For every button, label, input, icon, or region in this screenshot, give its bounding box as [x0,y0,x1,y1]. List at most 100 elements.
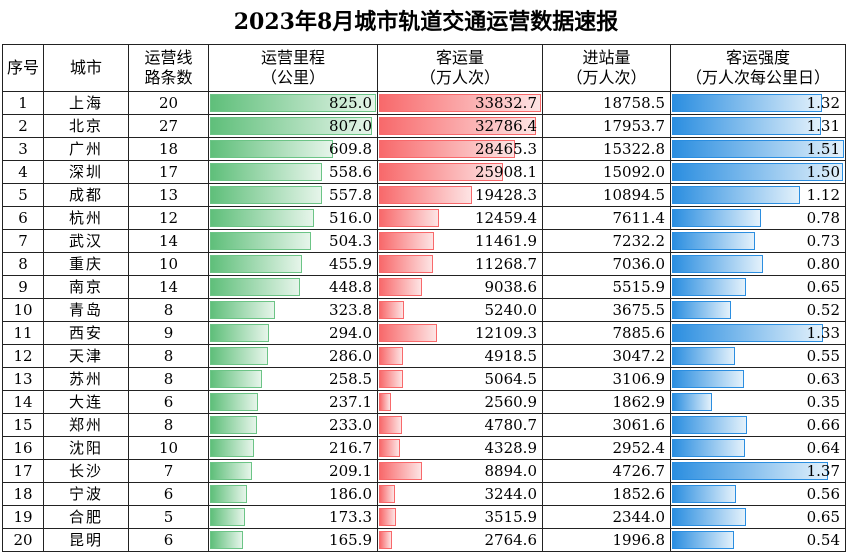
passengers-bar [379,140,516,158]
cell-lines: 12 [128,206,209,230]
intensity-value: 0.65 [806,508,840,526]
passengers-bar [379,462,422,480]
cell-intensity: 0.66 [670,413,846,437]
passengers-value: 3515.9 [484,508,538,526]
cell-intensity: 1.37 [670,459,846,483]
intensity-value: 0.55 [806,347,840,365]
mileage-bar [210,347,268,365]
intensity-value: 0.73 [806,232,840,250]
cell-passengers: 12459.4 [377,206,543,230]
mileage-value: 173.3 [329,508,372,526]
cell-seq: 11 [2,321,44,345]
mileage-bar [210,531,244,549]
intensity-bar [672,462,829,480]
passengers-value: 12109.3 [474,324,537,342]
cell-lines: 9 [128,321,209,345]
mileage-value: 323.8 [329,301,372,319]
passengers-value: 9038.6 [484,278,538,296]
cell-mileage: 165.9 [208,528,378,552]
cell-city: 南京 [43,275,129,299]
mileage-value: 825.0 [329,94,372,112]
cell-seq: 15 [2,413,44,437]
mileage-value: 504.3 [329,232,372,250]
passengers-bar [379,485,395,503]
cell-passengers: 19428.3 [377,183,543,207]
mileage-bar [210,416,257,434]
cell-lines: 6 [128,482,209,506]
cell-entries: 3106.9 [542,367,671,391]
passengers-bar [379,278,423,296]
intensity-bar [672,163,843,181]
cell-seq: 14 [2,390,44,414]
cell-lines: 8 [128,344,209,368]
intensity-bar [672,117,822,135]
cell-entries: 15322.8 [542,137,671,161]
intensity-value: 0.64 [806,439,840,457]
intensity-bar [672,439,745,457]
passengers-bar [379,439,400,457]
mileage-value: 807.0 [329,117,372,135]
intensity-value: 1.33 [806,324,840,342]
mileage-bar [210,278,301,296]
cell-mileage: 455.9 [208,252,378,276]
table-row: 2 北京 27 807.0 32786.4 17953.7 1.31 [2,114,846,138]
cell-seq: 5 [2,183,44,207]
cell-seq: 7 [2,229,44,253]
cell-intensity: 1.50 [670,160,846,184]
passengers-value: 19428.3 [474,186,537,204]
passengers-value: 11268.7 [474,255,537,273]
passengers-value: 4780.7 [484,416,538,434]
cell-seq: 19 [2,505,44,529]
passengers-bar [379,163,504,181]
cell-lines: 10 [128,436,209,460]
cell-seq: 13 [2,367,44,391]
cell-lines: 14 [128,275,209,299]
cell-entries: 3047.2 [542,344,671,368]
cell-city: 上海 [43,91,129,115]
cell-intensity: 0.65 [670,505,846,529]
intensity-bar [672,232,756,250]
table-row: 14 大连 6 237.1 2560.9 1862.9 0.35 [2,390,846,414]
mileage-value: 165.9 [329,531,372,549]
mileage-bar [210,393,258,411]
cell-passengers: 2764.6 [377,528,543,552]
passengers-bar [379,255,433,273]
mileage-value: 258.5 [329,370,372,388]
cell-seq: 1 [2,91,44,115]
cell-mileage: 233.0 [208,413,378,437]
table-body: 1 上海 20 825.0 33832.7 18758.5 1.32 2 北京 27 807.0 32… [2,91,846,552]
cell-mileage: 504.3 [208,229,378,253]
passengers-value: 25908.1 [474,163,537,181]
table-row: 11 西安 9 294.0 12109.3 7885.6 1.33 [2,321,846,345]
intensity-bar [672,94,823,112]
cell-intensity: 0.73 [670,229,846,253]
table-row: 5 成都 13 557.8 19428.3 10894.5 1.12 [2,183,846,207]
mileage-value: 233.0 [329,416,372,434]
header-seq: 序号 [2,44,44,92]
cell-intensity: 0.64 [670,436,846,460]
mileage-value: 455.9 [329,255,372,273]
passengers-value: 2764.6 [484,531,538,549]
mileage-bar [210,462,253,480]
mileage-bar [210,508,245,526]
intensity-value: 0.52 [806,301,840,319]
intensity-value: 1.12 [806,186,840,204]
cell-city: 武汉 [43,229,129,253]
passengers-value: 11461.9 [474,232,537,250]
table-row: 20 昆明 6 165.9 2764.6 1996.8 0.54 [2,528,846,552]
mileage-bar [210,163,323,181]
intensity-bar [672,186,800,204]
header-lines: 运营线 路条数 [128,44,209,92]
cell-intensity: 0.65 [670,275,846,299]
cell-entries: 2952.4 [542,436,671,460]
cell-city: 杭州 [43,206,129,230]
mileage-value: 448.8 [329,278,372,296]
table-row: 4 深圳 17 558.6 25908.1 15092.0 1.50 [2,160,846,184]
cell-lines: 6 [128,528,209,552]
cell-lines: 20 [128,91,209,115]
cell-seq: 10 [2,298,44,322]
cell-lines: 8 [128,413,209,437]
cell-seq: 8 [2,252,44,276]
intensity-bar [672,278,747,296]
cell-passengers: 9038.6 [377,275,543,299]
